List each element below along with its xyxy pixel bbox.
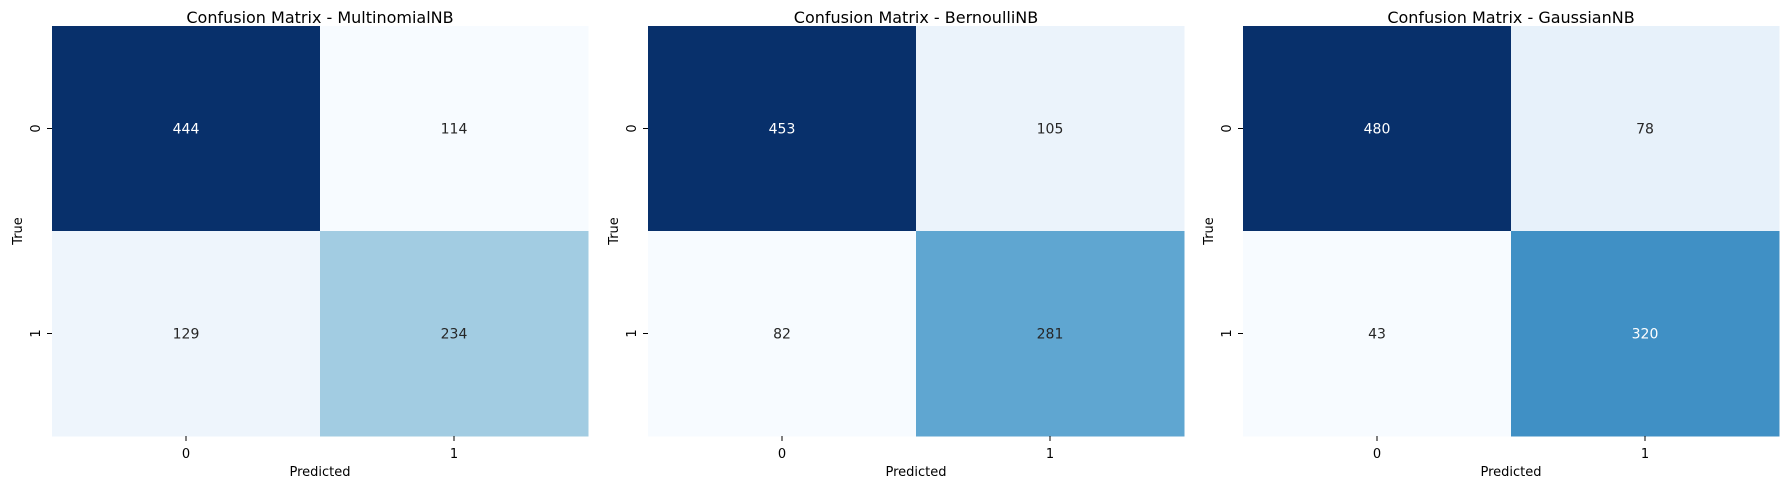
cell-value-label: 453 xyxy=(769,122,796,138)
heatmap-cell-1-0 xyxy=(52,231,321,437)
x-tick-label: 1 xyxy=(450,447,458,462)
x-tick-label: 0 xyxy=(778,447,786,462)
x-tick-label: 0 xyxy=(182,447,190,462)
cell-value-label: 78 xyxy=(1636,122,1654,138)
heatmap-cell-1-1 xyxy=(1511,231,1780,437)
cell-value-label: 43 xyxy=(1368,327,1386,343)
y-tick-label: 1 xyxy=(1220,329,1235,337)
y-tick-label: 0 xyxy=(625,124,640,132)
cell-value-label: 320 xyxy=(1632,327,1659,343)
heatmap-cell-0-0 xyxy=(52,26,321,232)
y-tick-label: 0 xyxy=(1220,124,1235,132)
y-axis-label: True xyxy=(607,217,622,246)
heatmap-cell-1-0 xyxy=(1243,231,1512,437)
heatmap-cell-1-0 xyxy=(648,231,917,437)
y-axis-label: True xyxy=(11,217,26,246)
heatmap-cell-1-1 xyxy=(916,231,1185,437)
heatmap-cell-0-1 xyxy=(1511,26,1780,232)
heatmap-cell-0-1 xyxy=(320,26,589,232)
cell-value-label: 82 xyxy=(773,327,791,343)
x-tick-label: 0 xyxy=(1373,447,1381,462)
heatmap-panel-1: 453 105 82 281 Confusion Matrix - BernoulliN… xyxy=(607,8,1185,480)
cell-value-label: 234 xyxy=(441,327,468,343)
y-tick-label: 0 xyxy=(29,124,44,132)
heatmap-cell-0-0 xyxy=(648,26,917,232)
cell-value-label: 114 xyxy=(441,122,468,138)
chart-title: Confusion Matrix - GaussianNB xyxy=(1387,8,1634,27)
cell-value-label: 129 xyxy=(173,327,200,343)
heatmap-panel-0: 444 114 129 234 Confusion Matrix - Multinomi… xyxy=(11,8,589,480)
heatmap-cell-0-0 xyxy=(1243,26,1512,232)
cell-value-label: 480 xyxy=(1364,122,1391,138)
x-tick-label: 1 xyxy=(1641,447,1649,462)
x-axis-label: Predicted xyxy=(1480,465,1541,480)
y-tick-label: 1 xyxy=(29,329,44,337)
heatmap-panel-2: 480 78 43 320 Confusion Matrix - GaussianNB 0… xyxy=(1202,8,1780,480)
heatmap-cell-0-1 xyxy=(916,26,1185,232)
chart-title: Confusion Matrix - BernoulliNB xyxy=(794,8,1038,27)
x-axis-label: Predicted xyxy=(289,465,350,480)
x-axis-label: Predicted xyxy=(885,465,946,480)
chart-title: Confusion Matrix - MultinomialNB xyxy=(186,8,453,27)
cell-value-label: 444 xyxy=(173,122,200,138)
y-tick-label: 1 xyxy=(625,329,640,337)
heatmap-cell-1-1 xyxy=(320,231,589,437)
cell-value-label: 105 xyxy=(1037,122,1064,138)
y-axis-label: True xyxy=(1202,217,1217,246)
x-tick-label: 1 xyxy=(1046,447,1054,462)
cell-value-label: 281 xyxy=(1037,327,1064,343)
